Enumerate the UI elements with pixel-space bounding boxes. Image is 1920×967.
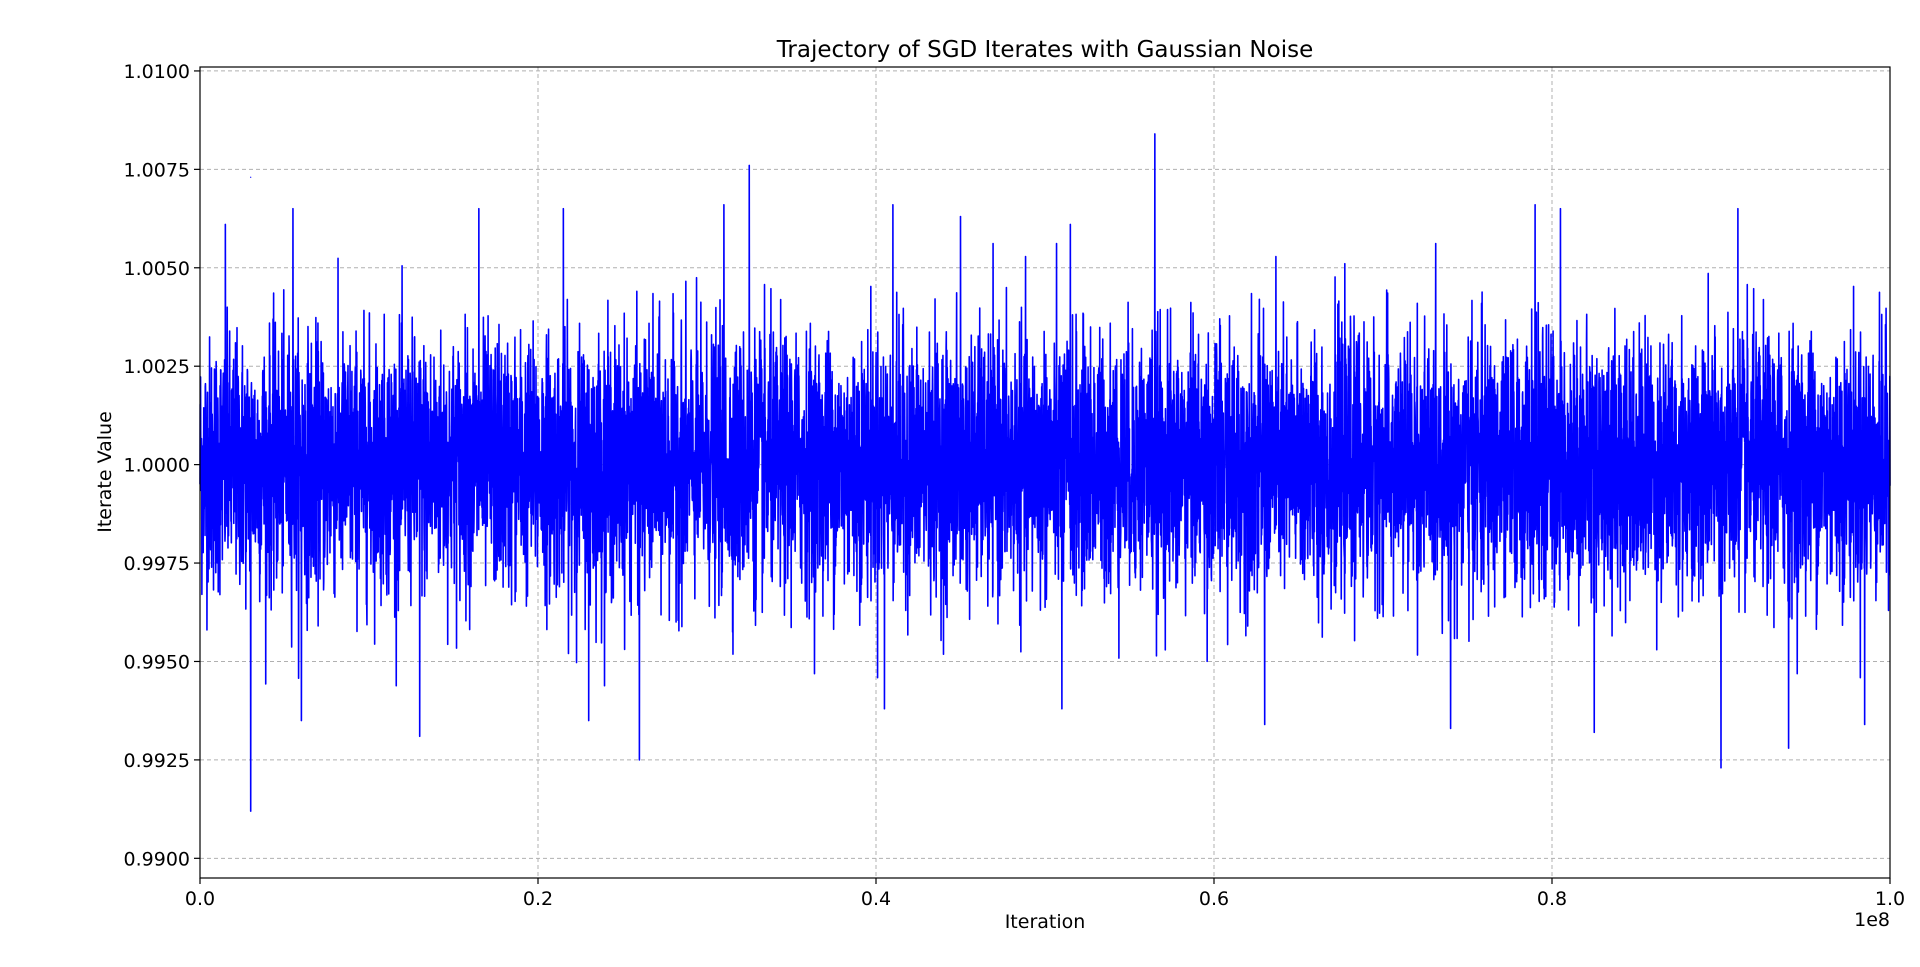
x-tick-label: 0.0 — [185, 888, 215, 910]
data-point — [959, 216, 962, 218]
y-tick-label: 1.0050 — [124, 258, 190, 280]
data-point — [1154, 133, 1156, 135]
x-tick-label: 0.8 — [1537, 888, 1567, 910]
y-tick-label: 1.0100 — [124, 61, 190, 83]
data-point — [723, 204, 725, 206]
data-point — [1069, 223, 1071, 226]
y-tick-label: 0.9925 — [124, 750, 190, 772]
data-point — [1450, 727, 1452, 729]
data-point — [478, 208, 480, 210]
data-point — [250, 810, 252, 812]
series-layer — [199, 133, 1891, 812]
x-axis-label: Iteration — [1005, 911, 1086, 933]
data-point — [1864, 723, 1866, 726]
y-tick-label: 0.9950 — [124, 651, 190, 673]
data-point — [638, 759, 641, 761]
data-point — [1264, 723, 1266, 726]
data-point — [1737, 208, 1739, 210]
x-tick-label: 0.4 — [861, 888, 891, 910]
data-point — [300, 719, 302, 722]
data-point — [892, 204, 894, 206]
data-point — [562, 208, 564, 210]
data-point — [292, 208, 294, 210]
data-point — [1593, 731, 1595, 733]
y-tick-label: 0.9975 — [124, 553, 190, 575]
x-axis-offset-label: 1e8 — [1854, 909, 1890, 931]
y-axis-label: Iterate Value — [94, 411, 116, 533]
x-tick-label: 0.6 — [1199, 888, 1229, 910]
data-point — [588, 719, 590, 722]
data-point — [250, 176, 252, 178]
ticks: 0.0 0.2 0.4 0.6 0.8 1.0 0.9900 0.9925 0.9950 0.99… — [124, 61, 1906, 910]
data-point — [1534, 204, 1536, 206]
y-tick-label: 1.0025 — [124, 356, 190, 378]
data-point — [883, 708, 886, 710]
y-tick-label: 1.0075 — [124, 159, 190, 181]
data-point — [1559, 208, 1562, 210]
data-point — [224, 223, 226, 226]
data-point — [419, 735, 421, 737]
plot-frame — [199, 66, 1891, 879]
chart-title: Trajectory of SGD Iterates with Gaussian… — [776, 37, 1314, 63]
y-tick-label: 1.0000 — [124, 455, 190, 477]
data-point — [748, 164, 750, 167]
x-tick-label: 1.0 — [1875, 888, 1905, 910]
x-tick-label: 0.2 — [523, 888, 553, 910]
y-tick-label: 0.9900 — [124, 848, 190, 870]
data-point — [1788, 747, 1790, 749]
series-line — [199, 133, 1891, 812]
data-point — [1061, 708, 1063, 710]
data-point — [1720, 767, 1722, 769]
